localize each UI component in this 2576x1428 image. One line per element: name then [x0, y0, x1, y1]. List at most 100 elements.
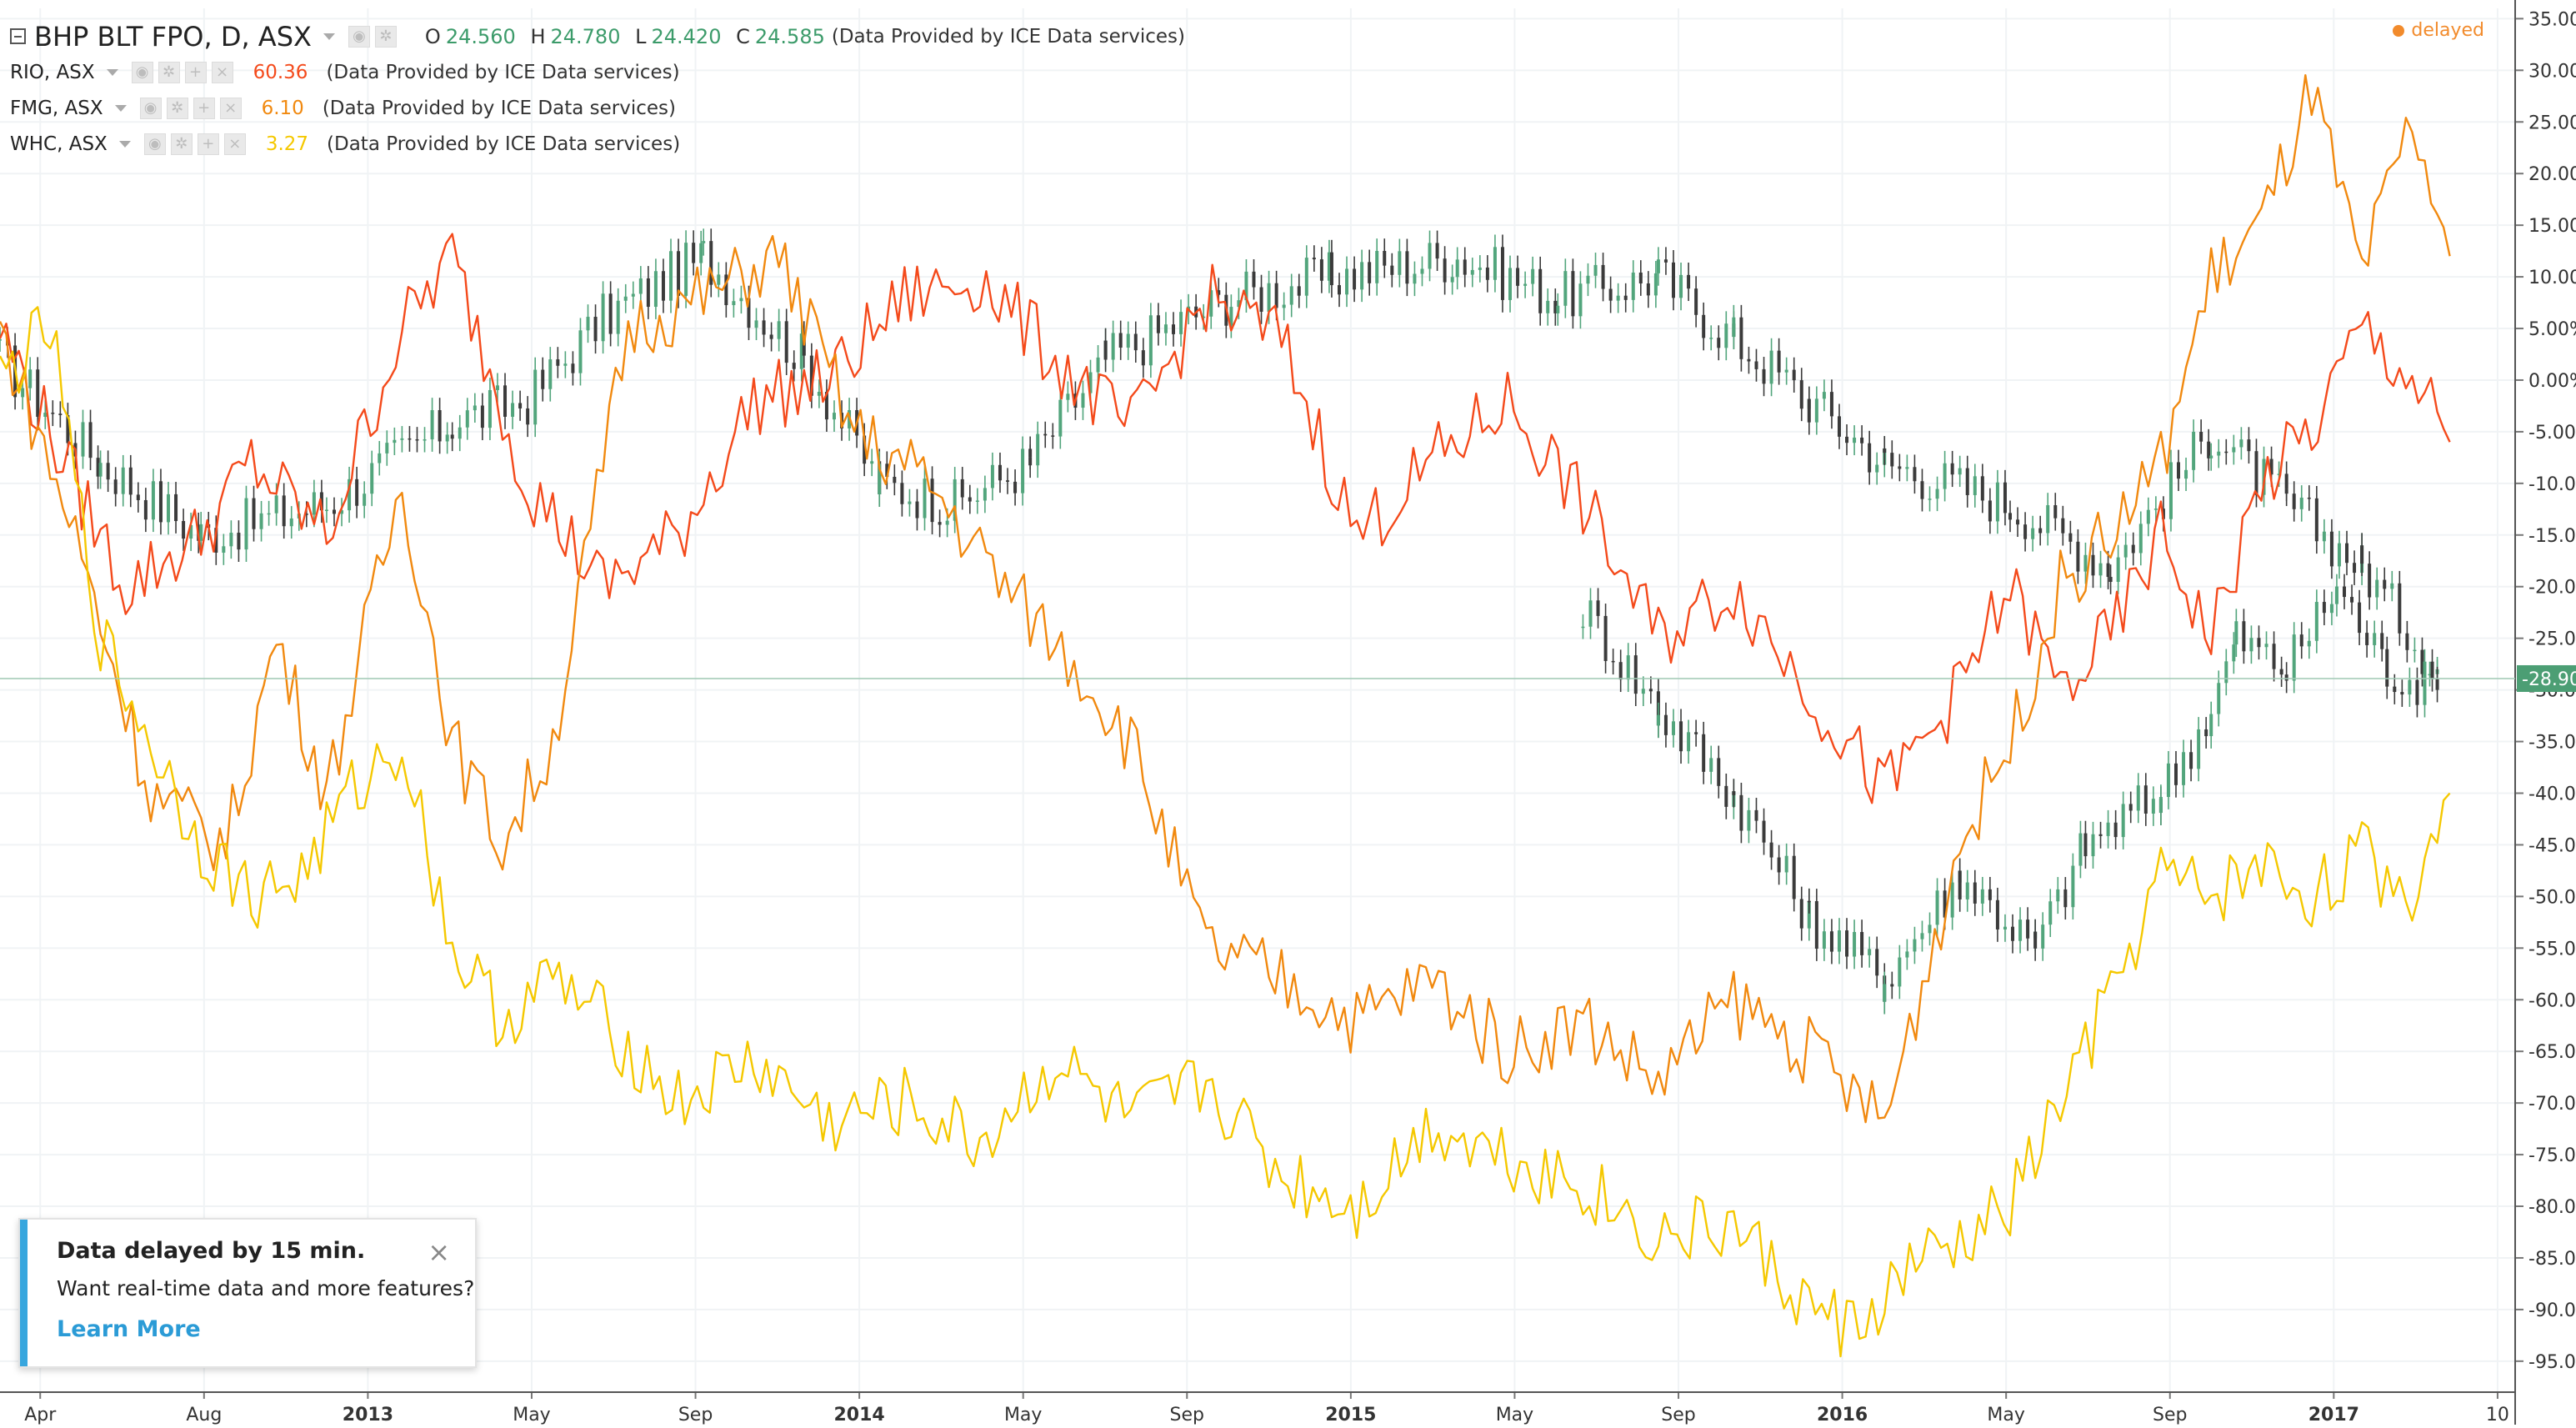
candle-body	[1252, 271, 1256, 288]
candle-body	[2435, 679, 2439, 690]
caret-down-icon[interactable]	[106, 68, 118, 76]
gear-icon[interactable]: ✲	[166, 97, 188, 119]
candle-body	[739, 298, 743, 302]
plus-icon[interactable]: +	[197, 133, 219, 155]
learn-more-link[interactable]: Learn More	[57, 1316, 201, 1342]
whc-legend[interactable]: WHC, ASX ◉ ✲ + × 3.27 (Data Provided by …	[10, 126, 1185, 162]
candle-body	[2048, 901, 2053, 925]
candle-body	[1202, 316, 1206, 318]
candle-body	[518, 403, 523, 408]
candle-body	[863, 435, 867, 464]
main-provider: (Data Provided by ICE Data services)	[831, 25, 1185, 48]
collapse-icon[interactable]	[10, 28, 26, 44]
candle-body	[923, 479, 927, 519]
candle-body	[2018, 919, 2023, 941]
candle-body	[616, 300, 620, 334]
candle-body	[2380, 633, 2384, 649]
ohlc-values: O 24.560 H 24.780 L 24.420 C 24.585	[417, 25, 825, 48]
candles-bhp-blt-fpo[interactable]	[0, 228, 2439, 687]
candle-body	[1935, 489, 1939, 499]
candle-body	[1988, 889, 1992, 900]
candle-body	[1995, 899, 1999, 929]
y-tick-label: 15.00%	[2528, 216, 2576, 237]
candle-body	[2292, 494, 2296, 509]
notice-title: Data delayed by 15 min.	[57, 1238, 366, 1264]
plus-icon[interactable]: +	[184, 61, 207, 83]
candle-body	[2299, 497, 2303, 509]
y-tick-label: -90.00%	[2528, 1300, 2576, 1321]
candle-body	[2284, 674, 2288, 681]
candle-body	[2337, 543, 2341, 567]
candle-body	[1546, 300, 1550, 313]
candle-body	[1066, 393, 1070, 400]
candle-body	[1663, 259, 1668, 263]
candle-body	[2106, 822, 2110, 836]
candle-body	[1058, 399, 1063, 437]
caret-down-icon[interactable]	[323, 33, 335, 40]
candle-body	[1648, 689, 1653, 692]
candle-body	[1747, 809, 1751, 831]
candle-body	[2177, 462, 2181, 479]
gear-icon[interactable]: ✲	[158, 61, 180, 83]
candle-body	[2209, 455, 2213, 458]
candle-body	[312, 492, 316, 515]
candle-body	[1623, 295, 1628, 300]
gear-icon[interactable]: ✲	[374, 25, 397, 48]
plus-icon[interactable]: +	[193, 97, 215, 119]
candle-body	[2277, 473, 2281, 475]
eye-icon[interactable]: ◉	[139, 97, 162, 119]
gear-icon[interactable]: ✲	[170, 133, 193, 155]
candle-body	[332, 509, 336, 514]
candle-body	[1179, 312, 1183, 334]
candle-body	[1463, 259, 1467, 275]
candle-body	[1470, 269, 1474, 275]
eye-icon[interactable]: ◉	[348, 25, 370, 48]
caret-down-icon[interactable]	[114, 104, 127, 112]
candle-body	[2239, 439, 2243, 448]
eye-icon[interactable]: ◉	[143, 133, 166, 155]
main-symbol-label[interactable]: BHP BLT FPO, D, ASX	[34, 20, 312, 53]
rio-legend[interactable]: RIO, ASX ◉ ✲ + × 60.36 (Data Provided by…	[10, 54, 1185, 90]
candle-body	[1792, 855, 1796, 899]
candle-body	[1814, 398, 1818, 423]
y-tick-label: -15.00%	[2528, 526, 2576, 547]
candle-body	[2264, 644, 2268, 648]
eye-icon[interactable]: ◉	[131, 61, 153, 83]
candle-body	[938, 522, 942, 525]
close-icon[interactable]: ×	[211, 61, 233, 83]
candle-body	[2143, 785, 2148, 814]
candle-body	[1088, 372, 1093, 393]
candle-body	[1679, 274, 1683, 298]
candle-body	[1913, 939, 1917, 952]
caret-down-icon[interactable]	[118, 140, 131, 148]
candle-body	[2046, 505, 2050, 534]
candle-body	[1556, 305, 1560, 313]
fmg-legend[interactable]: FMG, ASX ◉ ✲ + × 6.10 (Data Provided by …	[10, 90, 1185, 126]
candle-body	[2393, 686, 2397, 693]
candle-body	[2158, 797, 2163, 814]
main-series-legend[interactable]: BHP BLT FPO, D, ASX ◉ ✲ O 24.560 H 24.780 …	[10, 18, 1185, 54]
candle-body	[2398, 583, 2402, 634]
fmg-symbol[interactable]: FMG, ASX	[10, 97, 103, 119]
rio-symbol[interactable]: RIO, ASX	[10, 61, 95, 83]
close-icon[interactable]: ×	[428, 1236, 450, 1268]
candle-body	[769, 334, 773, 339]
candle-body	[1368, 262, 1372, 283]
candle-body	[724, 274, 728, 306]
close-icon[interactable]: ×	[219, 97, 242, 119]
candles-bhp-cont-[interactable]	[1581, 574, 2439, 1015]
series-line-fmg[interactable]	[0, 74, 2451, 1124]
candle-body	[990, 464, 994, 489]
series-line-rio[interactable]	[0, 233, 2451, 804]
candle-body	[1274, 283, 1278, 308]
y-tick-label: -65.00%	[2528, 1042, 2576, 1063]
candle-body	[2116, 557, 2120, 582]
whc-symbol[interactable]: WHC, ASX	[10, 133, 108, 155]
candle-body	[143, 499, 148, 520]
series-line-whc[interactable]	[0, 306, 2451, 1358]
candle-body	[480, 405, 484, 428]
close-icon[interactable]: ×	[223, 133, 246, 155]
candle-body	[777, 321, 781, 339]
candle-body	[1807, 398, 1811, 423]
